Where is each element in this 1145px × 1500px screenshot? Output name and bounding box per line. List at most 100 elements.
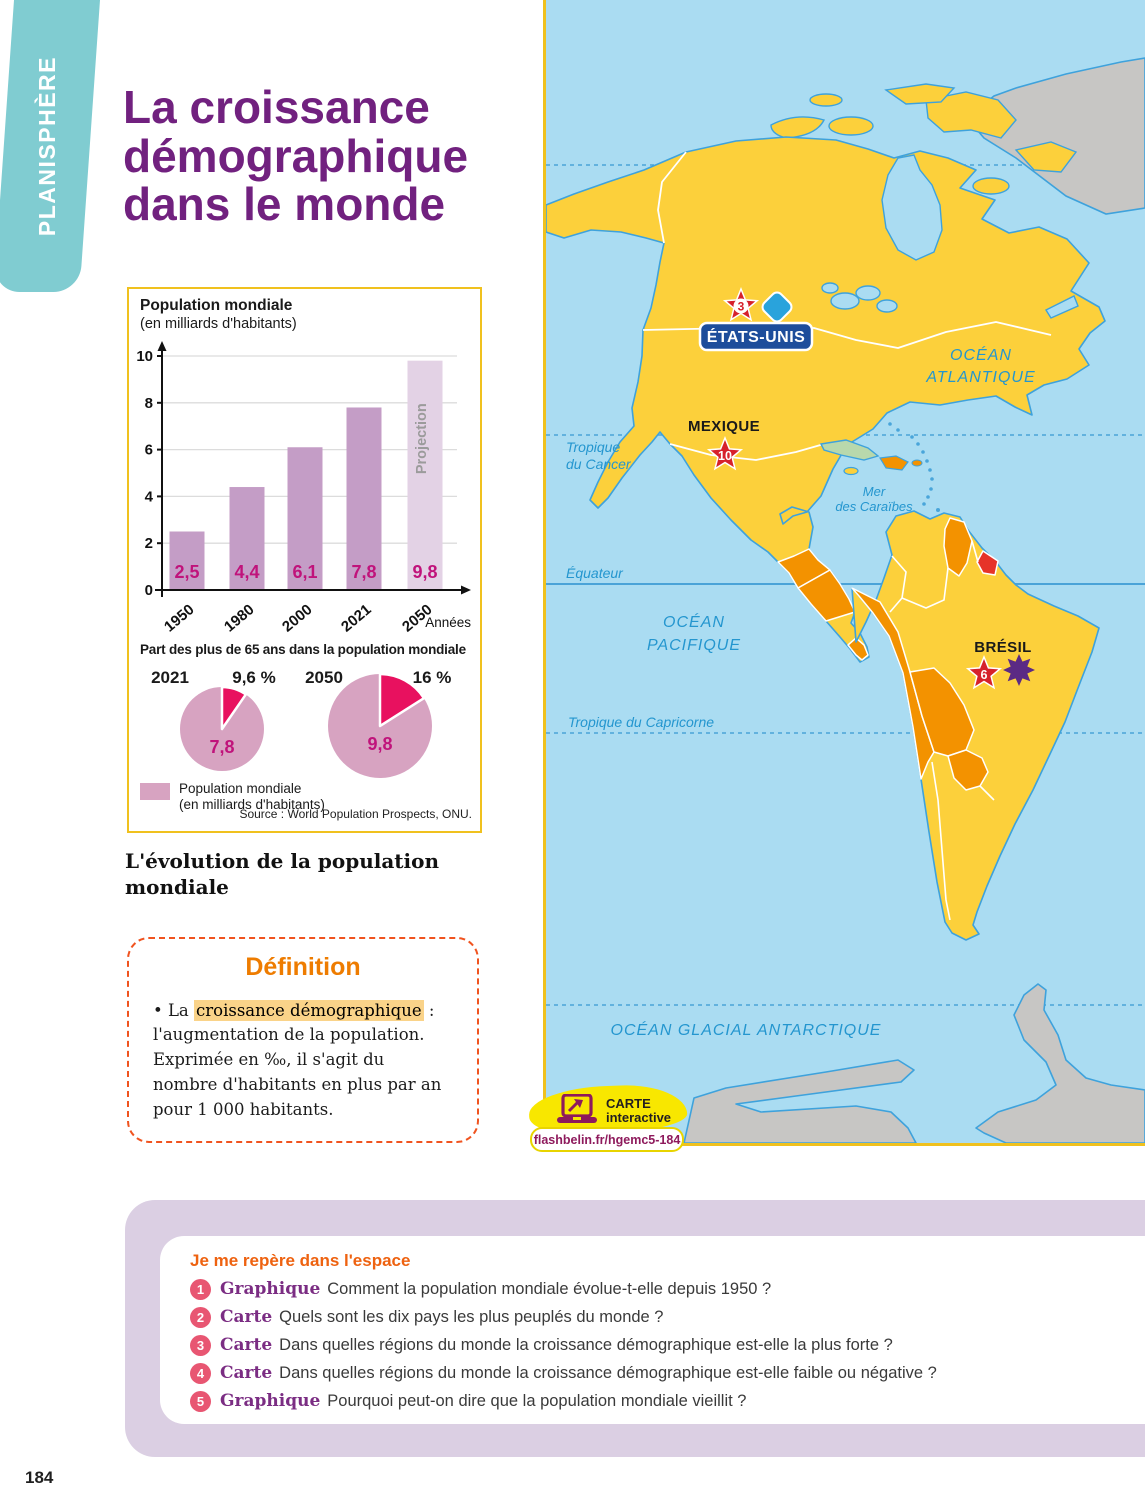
y-axis-arrow [157, 341, 167, 351]
question-row: 3 Carte Dans quelles régions du monde la c… [190, 1335, 1145, 1356]
bar-chart-subtitle: (en milliards d'habitants) [140, 316, 297, 332]
pie-share-label: 9,6 % [232, 668, 275, 687]
questions-panel: Je me repère dans l'espace 1 Graphique Com… [125, 1200, 1145, 1457]
sa-growth-countries [851, 517, 999, 791]
country-jamaica [843, 466, 859, 476]
tropic-cancer-label-2: du Cancer [566, 456, 632, 472]
mexico-label: MEXIQUE [688, 418, 760, 435]
projection-label: Projection [414, 403, 430, 474]
usa-label-badge: ÉTATS-UNIS [698, 321, 814, 352]
question-text: Dans quelles régions du monde la croissa… [279, 1336, 893, 1354]
legend-label-line1: Population mondiale [179, 781, 302, 796]
bar [407, 360, 443, 590]
x-axis-arrow [461, 585, 471, 595]
definition-highlight: croissance démographique [194, 999, 424, 1021]
question-number-badge: 2 [190, 1307, 211, 1328]
country-paraguay [947, 749, 989, 791]
pie-total-label: 7,8 [209, 737, 234, 757]
question-row: 5 Graphique Pourquoi peut-on dire que la p… [190, 1391, 1145, 1412]
question-tag: Carte [220, 1363, 273, 1383]
question-tag: Graphique [220, 1391, 321, 1411]
bar-value-label: 7,8 [351, 562, 376, 582]
x-tick-label: 1980 [221, 601, 257, 635]
question-text: Comment la population mondiale évolue-t-… [327, 1280, 772, 1298]
bar [346, 407, 382, 590]
brazil-rank-star: 6 [965, 654, 1003, 690]
definition-lead: La [162, 1000, 195, 1020]
figure-caption: L'évolution de la population mondiale [125, 849, 440, 899]
pacific-label-2: PACIFIQUE [647, 637, 741, 654]
atlantic-label-2: ATLANTIQUE [925, 369, 1035, 386]
bar-value-label: 9,8 [412, 562, 437, 582]
question-tag: Carte [220, 1335, 273, 1355]
question-number-badge: 5 [190, 1391, 211, 1412]
tropic-capricorn-label: Tropique du Capricorne [568, 714, 714, 730]
bar-value-label: 4,4 [234, 562, 259, 582]
interactive-map-badge-text: CARTE interactive [606, 1097, 671, 1124]
section-tab: PLANISPHÈRE [0, 0, 101, 292]
definition-title: Définition [245, 953, 361, 981]
figure-source: Source : World Population Prospects, ONU… [239, 807, 472, 821]
country-cuba [819, 439, 880, 461]
question-text: Pourquoi peut-on dire que la population … [327, 1392, 747, 1410]
definition-bullet: • [153, 1000, 163, 1020]
pacific-label-1: OCÉAN [663, 612, 725, 631]
burst-symbol-icon [1003, 654, 1035, 686]
question-number-badge: 3 [190, 1335, 211, 1356]
pie-total-label: 9,8 [367, 734, 392, 754]
figure-legend: Population mondiale (en milliards d'habi… [140, 781, 325, 813]
x-tick-label: 2021 [338, 601, 374, 635]
questions-card: Je me repère dans l'espace 1 Graphique Com… [160, 1236, 1145, 1424]
usa-rank-number: 3 [738, 300, 745, 314]
antarctica [683, 983, 1145, 1143]
pie-year-label: 2021 [151, 668, 189, 687]
x-axis-title: Années [425, 615, 471, 630]
y-tick-label: 8 [145, 395, 153, 412]
question-row: 4 Carte Dans quelles régions du monde la c… [190, 1363, 1145, 1384]
bar [169, 531, 205, 590]
definition-colon: : [423, 1000, 435, 1020]
antarctic-ocean-label: OCÉAN GLACIAL ANTARCTIQUE [611, 1020, 882, 1039]
star-icon [965, 654, 1003, 690]
country-bolivia [909, 667, 975, 757]
question-row: 1 Graphique Comment la population mondiale… [190, 1279, 1145, 1300]
bar-chart: 02468102,519504,419806,120007,820219,820… [137, 341, 471, 636]
bar-value-label: 2,5 [174, 562, 199, 582]
country-puertorico [911, 459, 923, 467]
badge-line2: interactive [606, 1109, 672, 1125]
question-row: 2 Carte Quels sont les dix pays les plus p… [190, 1307, 1145, 1328]
americas-map: Tropique du Cancer Équateur Tropique du … [543, 0, 1145, 1146]
country-greenland [965, 57, 1145, 215]
y-tick-label: 2 [145, 535, 153, 552]
star-icon [706, 435, 744, 471]
legend-swatch [140, 783, 170, 800]
y-tick-label: 10 [137, 348, 153, 365]
definition-box: Définition • La croissance démographique… [127, 937, 479, 1143]
y-tick-label: 4 [145, 488, 154, 505]
y-tick-label: 6 [145, 442, 153, 459]
pie-slice [220, 685, 248, 731]
bar-chart-title: Population mondiale [140, 297, 293, 314]
mexico-rank-number: 10 [718, 449, 732, 463]
definition-text: l'augmentation de la population. Exprimé… [153, 1025, 442, 1119]
brazil-label: BRÉSIL [974, 639, 1031, 656]
pie-slice [378, 672, 426, 728]
interactive-map-link[interactable]: flashbelin.fr/hgemc5-184 [530, 1127, 684, 1152]
diamond-symbol-icon [761, 291, 793, 323]
questions-list: 1 Graphique Comment la population mondiale… [190, 1279, 1145, 1412]
definition-body: • La croissance démographique : l'augmen… [153, 999, 453, 1123]
section-tab-label: PLANISPHÈRE [33, 55, 60, 237]
laptop-icon [557, 1094, 597, 1123]
caribbean-label-2: des Caraïbes [835, 499, 913, 514]
question-text: Dans quelles régions du monde la croissa… [279, 1364, 937, 1382]
question-tag: Graphique [220, 1279, 321, 1299]
country-guyana [943, 517, 973, 577]
pie-share-label: 16 % [413, 668, 452, 687]
pie-chart-title: Part des plus de 65 ans dans la populati… [140, 642, 466, 657]
usa-label: ÉTATS-UNIS [707, 327, 806, 346]
question-text: Quels sont les dix pays les plus peuplés… [279, 1308, 664, 1326]
question-number-badge: 4 [190, 1363, 211, 1384]
hudson-bay [821, 154, 1079, 319]
page-title: La croissance démographique dans le mond… [123, 80, 469, 231]
americas-map-svg: Tropique du Cancer Équateur Tropique du … [546, 0, 1145, 1143]
